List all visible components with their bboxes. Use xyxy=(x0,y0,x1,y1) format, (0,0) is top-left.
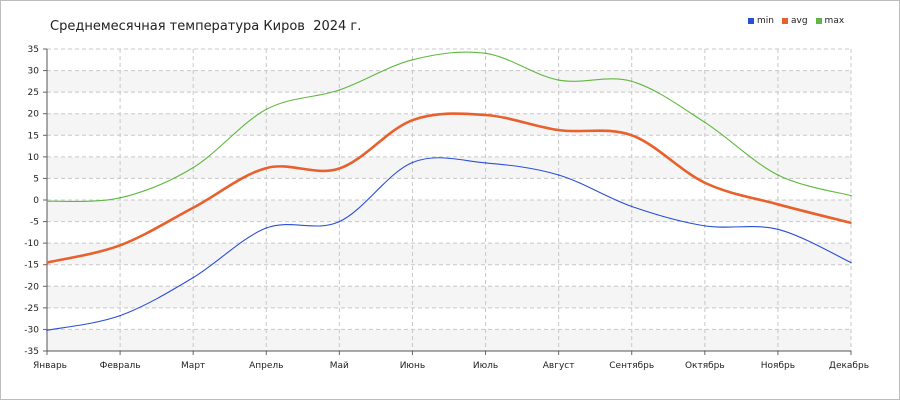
plot-band xyxy=(47,113,851,136)
x-tick-label: Май xyxy=(330,361,349,371)
data-point-avg xyxy=(557,129,560,131)
plot-band xyxy=(47,156,851,179)
x-tick-label: Апрель xyxy=(249,361,283,371)
x-tick-label: Август xyxy=(543,361,575,371)
y-tick-label: 15 xyxy=(28,131,39,141)
series-line-min xyxy=(46,157,852,331)
plot-band xyxy=(47,243,851,265)
data-point-max xyxy=(630,80,633,83)
data-point-max xyxy=(850,194,852,197)
data-point-min xyxy=(338,220,341,223)
data-point-avg xyxy=(338,167,341,170)
data-point-avg xyxy=(411,119,414,121)
legend-label-min: min xyxy=(757,16,774,26)
data-point-avg xyxy=(484,114,487,116)
x-tick-label: Июнь xyxy=(400,361,426,371)
legend-swatch-avg xyxy=(781,18,788,24)
data-point-max xyxy=(557,79,560,81)
data-point-max xyxy=(777,174,779,176)
data-point-max xyxy=(192,166,194,169)
data-point-avg xyxy=(850,222,852,224)
data-point-max xyxy=(119,197,121,199)
chart-title: Среднемесячная температура Киров 2024 г. xyxy=(50,19,362,34)
legend-item-min: min xyxy=(748,16,774,26)
data-point-min xyxy=(557,174,560,176)
data-point-max xyxy=(411,58,414,61)
y-tick-label: 10 xyxy=(28,153,40,163)
y-tick-label: -5 xyxy=(30,218,39,228)
x-tick-label: Январь xyxy=(33,361,67,371)
data-point-avg xyxy=(192,206,194,209)
data-point-min xyxy=(777,228,779,231)
chart-legend: min avg max xyxy=(748,16,844,26)
data-point-min xyxy=(411,161,414,164)
data-point-avg xyxy=(777,203,779,206)
legend-item-max: max xyxy=(815,16,845,26)
plot-band xyxy=(47,70,851,93)
y-tick-label: -10 xyxy=(24,239,39,249)
x-tick-label: Октябрь xyxy=(685,361,725,371)
data-point-avg xyxy=(704,181,706,184)
x-tick-label: Декабрь xyxy=(829,361,869,371)
data-point-min xyxy=(192,276,194,279)
y-tick-label: 0 xyxy=(33,196,39,206)
data-point-avg xyxy=(46,261,48,264)
data-point-min xyxy=(119,314,121,317)
data-point-avg xyxy=(265,167,268,169)
data-point-max xyxy=(265,108,268,111)
x-tick-label: Ноябрь xyxy=(761,361,795,371)
data-point-max xyxy=(484,52,487,55)
series-line-max xyxy=(46,51,852,203)
legend-label-max: max xyxy=(824,16,845,26)
data-point-max xyxy=(338,89,341,91)
data-point-min xyxy=(265,227,268,229)
y-tick-label: -20 xyxy=(24,282,39,292)
y-tick-label: 5 xyxy=(33,174,39,184)
y-tick-label: 25 xyxy=(28,88,39,98)
data-point-min xyxy=(630,205,633,208)
data-point-max xyxy=(704,121,706,124)
plot-band xyxy=(47,286,851,308)
legend-item-avg: avg xyxy=(781,16,808,26)
plot-band xyxy=(47,200,851,222)
legend-swatch-max xyxy=(815,18,822,24)
data-point-min xyxy=(704,225,706,227)
y-tick-label: -15 xyxy=(24,261,39,271)
y-tick-label: -30 xyxy=(24,325,39,335)
y-tick-label: -35 xyxy=(24,347,39,357)
plot-band xyxy=(47,329,851,351)
data-point-max xyxy=(46,200,48,203)
x-tick-label: Март xyxy=(181,361,205,371)
x-tick-label: Февраль xyxy=(100,361,141,371)
data-point-min xyxy=(484,162,487,164)
data-point-avg xyxy=(630,134,633,137)
y-tick-label: -25 xyxy=(24,304,39,314)
x-tick-label: Июль xyxy=(473,361,498,371)
data-point-avg xyxy=(119,244,121,247)
series-line-avg xyxy=(46,112,852,264)
legend-label-avg: avg xyxy=(790,16,808,26)
data-point-min xyxy=(850,261,852,264)
legend-swatch-min xyxy=(748,18,754,24)
y-tick-label: 30 xyxy=(28,67,40,77)
data-point-min xyxy=(46,329,48,332)
y-tick-label: 20 xyxy=(28,110,40,120)
y-tick-label: 35 xyxy=(28,45,39,55)
x-tick-label: Сентябрь xyxy=(609,361,654,371)
